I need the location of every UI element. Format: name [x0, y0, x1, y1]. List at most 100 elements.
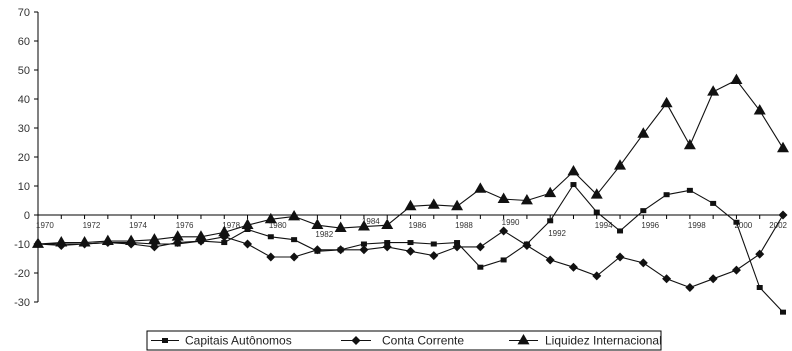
data-point-triangle — [288, 209, 301, 221]
data-point-triangle — [451, 199, 464, 211]
data-point-triangle — [730, 73, 743, 85]
x-tick-label: 1986 — [409, 221, 427, 230]
series-line — [37, 79, 784, 245]
y-tick-label: -30 — [14, 297, 30, 309]
data-point-triangle — [753, 104, 766, 115]
data-point-triangle — [637, 127, 650, 138]
x-tick-label: 1980 — [269, 221, 287, 230]
data-point-triangle — [777, 141, 789, 153]
x-tick-label: 1994 — [595, 221, 613, 230]
data-point-square — [780, 309, 786, 315]
data-point-square — [570, 182, 577, 188]
data-point-triangle — [171, 230, 184, 241]
data-point-diamond — [243, 239, 253, 249]
data-point-triangle — [520, 194, 533, 205]
x-tick-label: 1996 — [641, 221, 659, 230]
data-point-diamond — [499, 226, 509, 236]
x-tick-label: 1972 — [83, 221, 101, 230]
legend-label: Liquidez Internacional — [545, 334, 662, 348]
data-point-diamond — [266, 252, 276, 262]
x-tick-label: 2002 — [769, 221, 787, 230]
data-point-square — [686, 187, 693, 193]
data-point-triangle — [334, 221, 347, 232]
y-tick-label: 50 — [18, 65, 30, 77]
data-point-diamond — [359, 245, 369, 255]
data-point-square — [756, 285, 763, 290]
y-tick-label: 40 — [18, 94, 30, 106]
data-point-triangle — [567, 165, 580, 176]
x-tick-label: 1990 — [502, 218, 520, 227]
data-point-square — [733, 219, 740, 225]
data-point-diamond — [545, 255, 555, 265]
data-point-square — [547, 218, 554, 224]
data-point-triangle — [590, 188, 603, 199]
data-point-square — [291, 237, 298, 243]
y-tick-label: 0 — [24, 210, 30, 222]
data-point-diamond — [755, 249, 765, 259]
data-point-square — [360, 241, 367, 247]
data-point-triangle — [125, 234, 138, 245]
data-point-square — [640, 208, 647, 214]
data-point-triangle — [32, 237, 44, 248]
x-tick-label: 1974 — [129, 221, 147, 230]
data-point-square — [407, 240, 414, 246]
data-point-square — [617, 228, 624, 234]
data-point-diamond — [662, 274, 672, 284]
data-point-square — [267, 234, 274, 240]
y-tick-label: 60 — [18, 36, 30, 48]
legend-label: Capitais Autônomos — [185, 334, 292, 348]
data-point-square — [710, 200, 717, 206]
data-point-triangle — [707, 85, 720, 96]
data-point-triangle — [614, 159, 627, 170]
data-point-diamond — [708, 274, 718, 284]
x-tick-label: 1982 — [315, 230, 333, 239]
data-point-triangle — [497, 192, 510, 203]
data-point-triangle — [101, 234, 114, 245]
data-point-square — [221, 240, 228, 246]
data-point-triangle — [311, 218, 324, 230]
data-point-triangle — [474, 182, 487, 193]
data-point-triangle — [78, 236, 91, 247]
data-point-triangle — [194, 230, 207, 241]
data-point-square — [500, 257, 507, 263]
x-tick-label: 1998 — [688, 221, 706, 230]
y-tick-label: 10 — [18, 181, 30, 193]
data-point-triangle — [55, 236, 68, 247]
data-point-triangle — [544, 186, 557, 198]
data-point-triangle — [427, 198, 440, 209]
data-point-diamond — [638, 258, 648, 268]
data-point-square — [663, 192, 670, 198]
data-point-diamond — [475, 242, 485, 252]
y-tick-label: 20 — [18, 152, 30, 164]
y-tick-label: 70 — [18, 7, 30, 19]
data-point-triangle — [148, 233, 161, 244]
data-point-square — [162, 338, 168, 343]
data-point-diamond — [685, 283, 695, 292]
data-point-diamond — [592, 271, 602, 281]
data-point-diamond — [289, 252, 299, 262]
data-point-triangle — [264, 212, 277, 224]
data-point-diamond — [522, 240, 532, 250]
x-tick-label: 1976 — [176, 221, 194, 230]
data-point-triangle — [218, 225, 231, 237]
data-point-diamond — [452, 242, 462, 252]
data-point-diamond — [149, 242, 159, 252]
data-point-triangle — [660, 96, 673, 108]
y-tick-label: -10 — [14, 239, 30, 251]
data-point-triangle — [404, 199, 417, 211]
data-point-square — [244, 227, 251, 232]
data-point-triangle — [517, 334, 530, 345]
data-point-square — [430, 241, 437, 247]
y-tick-label: -20 — [14, 268, 30, 280]
data-point-diamond — [351, 336, 361, 345]
x-tick-label: 2000 — [734, 221, 752, 230]
data-point-square — [477, 264, 484, 270]
x-tick-label: 1978 — [222, 221, 240, 230]
data-point-diamond — [731, 265, 741, 275]
data-point-diamond — [615, 252, 625, 262]
legend-label: Conta Corrente — [382, 334, 464, 348]
data-point-diamond — [568, 262, 578, 272]
data-point-triangle — [357, 220, 370, 231]
